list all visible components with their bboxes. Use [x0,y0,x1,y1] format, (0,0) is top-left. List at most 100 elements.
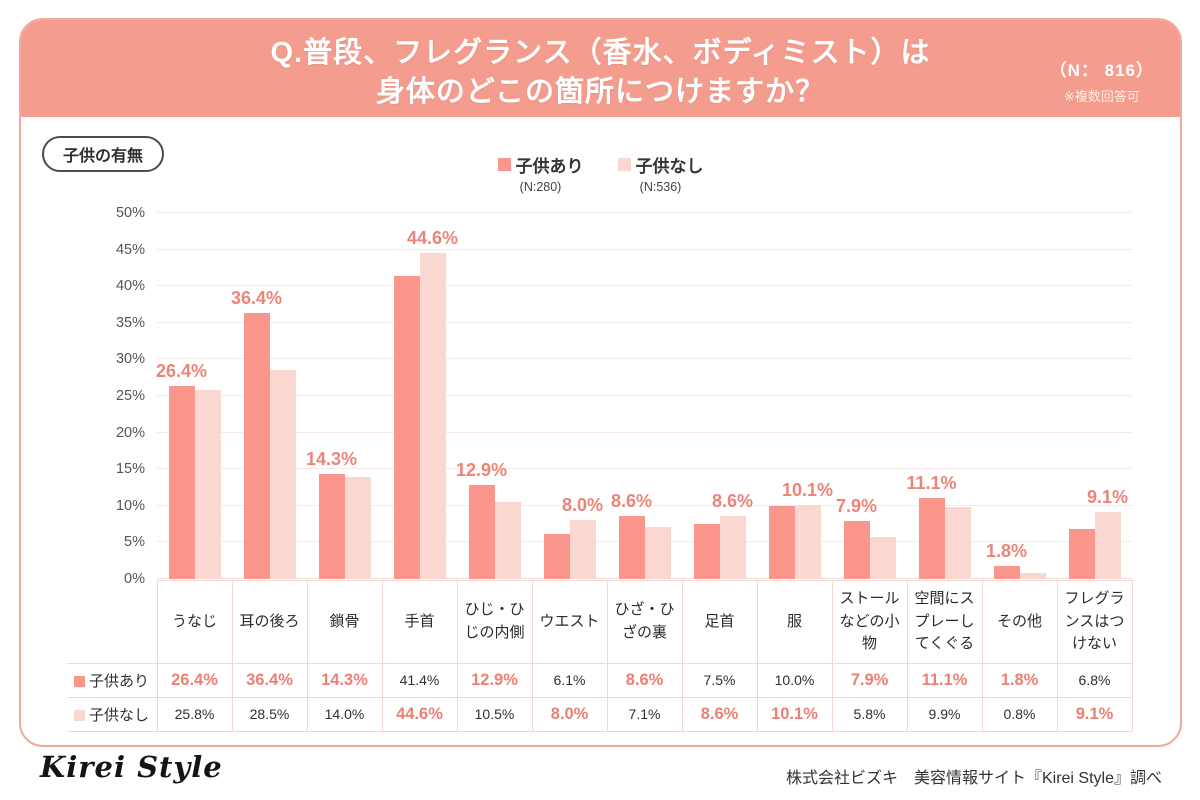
bar-group: 1.8% [982,213,1057,579]
bar-groups: 26.4% 36.4% 14.3% 44.6% 12.9% 8.0% 8.6% 8.6% 10.… [155,213,1132,579]
bar-without-children [644,527,671,579]
category-header-cell: 耳の後ろ [231,580,308,664]
bar-without-children [1019,573,1046,579]
table-row: 子供なし 25.8% 28.5% 14.0% 44.6% 10.5% 8.0% 7.1% 8.6… [67,696,1133,732]
bar-with-children [243,312,270,579]
value-cell: 41.4% [381,662,458,698]
bar-group: 44.6% [382,213,458,579]
bar-group: 14.3% [305,213,382,579]
y-axis-tick: 45% [115,241,145,258]
bar-with-children [318,474,345,579]
series-label-cell: 子供なし [67,696,158,732]
legend-item: 子供あり (N:280) [497,152,584,194]
bar-with-children [393,275,420,579]
bar-with-children [618,516,645,579]
y-axis-tick: 35% [115,314,145,331]
value-cell: 36.4% [231,662,308,698]
series-label-cell: 子供あり [67,662,158,698]
table-corner-cell [67,580,158,664]
data-table: うなじ 耳の後ろ 鎖骨 手首 ひじ・ひじの内側 ウエスト ひざ・ひざの裏 足首服ストールなどの… [67,580,1133,732]
value-cell: 6.8% [1056,662,1133,698]
bar-without-children [344,476,371,579]
value-cell: 9.1% [1056,696,1133,732]
multiple-answers-note: ※複数回答可 [1063,89,1140,104]
legend-label: 子供あり [515,157,584,176]
bar-value-label: 7.9% [835,496,878,517]
value-cell: 5.8% [831,696,908,732]
bar-group: 9.1% [1057,213,1132,579]
category-header-cell: ウエスト [531,580,608,664]
value-cell: 7.9% [831,662,908,698]
category-header-cell: ひじ・ひじの内側 [456,580,533,664]
bar-without-children [494,502,521,579]
bar-without-children [1094,512,1121,579]
y-axis-tick: 15% [115,461,145,478]
bar-without-children [269,370,296,579]
bar-without-children [719,516,746,579]
y-axis-tick: 30% [115,351,145,368]
value-cell: 10.0% [756,662,833,698]
bar-value-label: 11.1% [906,472,957,493]
legend-swatch [617,158,631,171]
bar-value-label: 26.4% [155,360,208,381]
series-swatch [74,709,85,721]
series-label: 子供あり [89,672,150,690]
value-cell: 14.3% [306,662,383,698]
value-cell: 44.6% [381,696,458,732]
title-line-1: Q.普段、フレグランス（香水、ボディミスト）は [270,37,931,69]
y-axis-tick: 20% [115,424,145,441]
gridline [157,248,1132,250]
bar-value-label: 9.1% [1086,487,1129,508]
bar-with-children [168,385,195,579]
bar-with-children [843,521,870,579]
category-header-cell: 手首 [381,580,458,664]
chart-legend: 子供あり (N:280) 子供なし (N:536) [21,152,1180,194]
y-axis-tick: 10% [115,497,145,514]
legend-label: 子供なし [635,157,704,176]
value-cell: 7.5% [681,662,758,698]
bar-value-label: 8.0% [561,495,604,516]
value-cell: 12.9% [456,662,533,698]
kirei-style-logo: Kirei Style [40,750,223,784]
bar-value-label: 1.8% [985,540,1028,561]
legend-item: 子供なし (N:536) [617,152,704,194]
bar-group: 36.4% [230,213,307,579]
value-cell: 6.1% [531,662,608,698]
source-credit: 株式会社ビズキ 美容情報サイト『Kirei Style』調べ [785,770,1162,787]
bar-without-children [869,536,896,579]
gridline [157,504,1132,506]
value-cell: 25.8% [156,696,233,732]
bar-with-children [468,484,495,579]
value-cell: 28.5% [231,696,308,732]
bar-value-label: 8.6% [711,491,754,512]
legend-sample-size: (N:280) [519,180,562,194]
bar-value-label: 36.4% [230,287,283,308]
bar-without-children [944,506,971,579]
bar-group: 8.6% [682,213,757,579]
category-header-cell: その他 [981,580,1058,664]
legend-entry: 子供あり [497,152,584,177]
bar-with-children [993,565,1020,579]
category-header-cell: ひざ・ひざの裏 [606,580,683,664]
y-axis-tick: 40% [115,278,145,295]
bar-without-children [194,390,221,579]
category-header-cell: フレグランスはつけない [1056,580,1133,664]
bar-group: 26.4% [155,213,232,579]
survey-card: Q.普段、フレグランス（香水、ボディミスト）は 身体のどこの箇所につけますか？ … [19,18,1182,747]
sample-size: （N： 816） [1049,61,1154,80]
y-axis-tick: 5% [124,534,145,551]
bar-value-label: 14.3% [305,449,358,470]
title-line-2: 身体のどこの箇所につけますか？ [375,76,826,109]
y-axis-tick: 50% [115,205,145,221]
value-cell: 26.4% [156,662,233,698]
gridline [157,212,1132,213]
bar-without-children [569,520,596,579]
series-swatch [74,675,85,687]
value-cell: 10.1% [756,696,833,732]
category-header-cell: 空間にスプレーしてくぐる [906,580,983,664]
card-header: Q.普段、フレグランス（香水、ボディミスト）は 身体のどこの箇所につけますか？ … [21,20,1180,117]
bar-chart-plot: 0% 5% 10% 15% 20% 25% 30% 35% 40% 45% 50% 26.4% 36.… [116,205,1132,587]
table-row: 子供あり 26.4% 36.4% 14.3% 41.4% 12.9% 6.1% 8.6% 7.5… [67,662,1133,698]
bar-with-children [693,524,720,579]
value-cell: 10.5% [456,696,533,732]
